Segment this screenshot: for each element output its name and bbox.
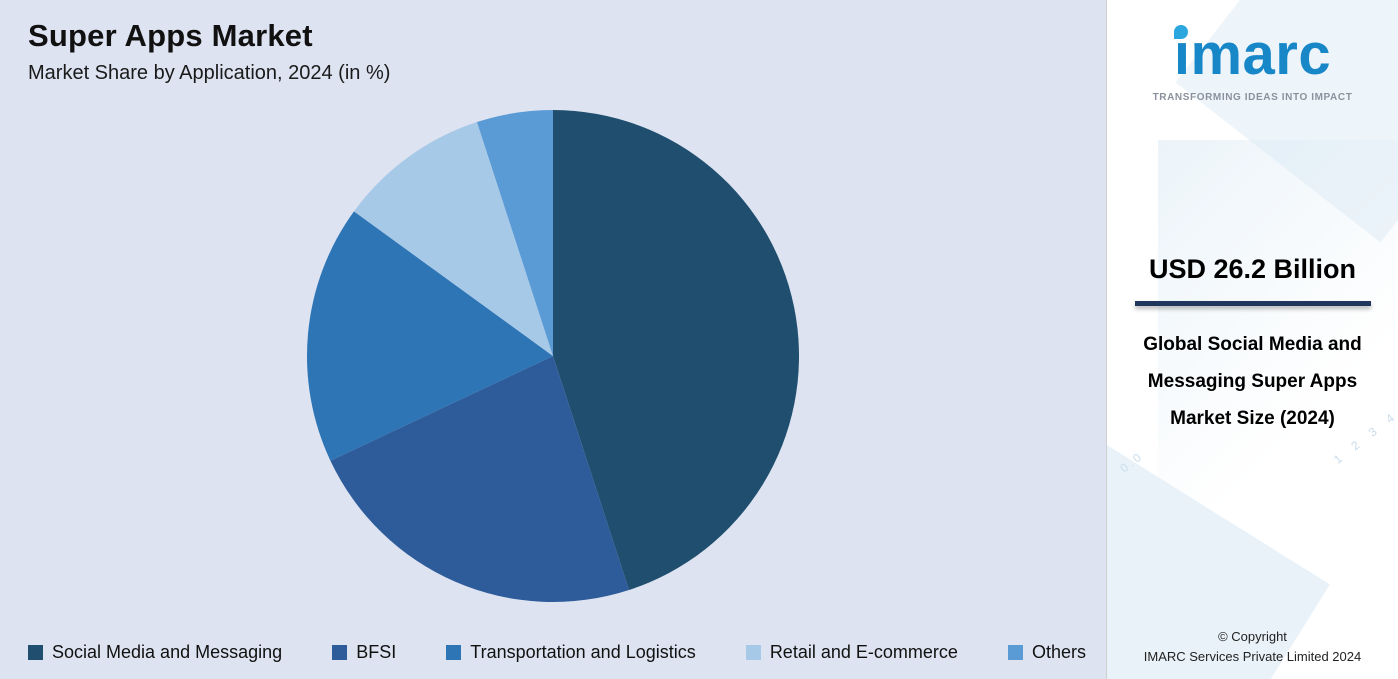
copyright: © Copyright IMARC Services Private Limit… (1107, 627, 1398, 667)
imarc-logo: ı marc TRANSFORMING IDEAS INTO IMPACT (1152, 22, 1353, 103)
legend-swatch (1007, 645, 1023, 660)
legend-label: BFSI (356, 642, 397, 662)
copyright-line1: © Copyright (1218, 628, 1287, 644)
chart-area: Super Apps Market Market Share by Applic… (28, 18, 1086, 663)
legend-item: BFSI (332, 642, 396, 663)
legend: Social Media and Messaging BFSI Transporta… (28, 642, 1086, 663)
panel-content: ı marc TRANSFORMING IDEAS INTO IMPACT USD… (1107, 0, 1398, 679)
legend-label: Others (1031, 642, 1086, 662)
chart-header: Super Apps Market Market Share by Applic… (28, 18, 390, 85)
legend-swatch (28, 645, 43, 660)
pie-slice-transportation-and-logistics (306, 211, 553, 461)
legend-swatch (446, 645, 462, 660)
divider (1134, 301, 1371, 306)
legend-item: Social Media and Messaging (28, 642, 282, 663)
market-size-value: USD 26.2 Billion (1148, 254, 1357, 284)
legend-item: Others (1007, 642, 1086, 663)
pie-chart-container (303, 106, 803, 606)
legend-item: Retail and E-commerce (745, 642, 958, 663)
logo-tagline: TRANSFORMING IDEAS INTO IMPACT (1152, 92, 1353, 103)
legend-label: Transportation and Logistics (470, 642, 696, 662)
page-subtitle: Market Share by Application, 2024 (in %) (28, 62, 391, 84)
pie-slice-bfsi (330, 356, 630, 603)
info-panel: 6982048 1 2 3 4 0.0 ı marc TRANSFORMING I… (1106, 0, 1398, 679)
pie-chart (306, 110, 800, 603)
legend-label: Social Media and Messaging (52, 642, 283, 662)
logo-text: ı marc (1173, 22, 1332, 87)
page-title: Super Apps Market (28, 18, 313, 53)
market-size-label: Global Social Media and Messaging Super … (1143, 334, 1362, 430)
legend-label: Retail and E-commerce (769, 642, 958, 662)
pie-slice-retail-and-e-commerce (353, 122, 553, 356)
pie-slice-social-media-and-messaging (553, 110, 800, 590)
market-size-callout: USD 26.2 Billion Global Social Media and… (1107, 254, 1398, 437)
legend-item: Transportation and Logistics (446, 642, 696, 663)
legend-swatch (745, 645, 761, 660)
copyright-line2: IMARC Services Private Limited 2024 (1143, 648, 1362, 664)
legend-swatch (332, 645, 348, 660)
logo-i-dot (1173, 25, 1188, 39)
pie-slice-others (476, 110, 553, 356)
